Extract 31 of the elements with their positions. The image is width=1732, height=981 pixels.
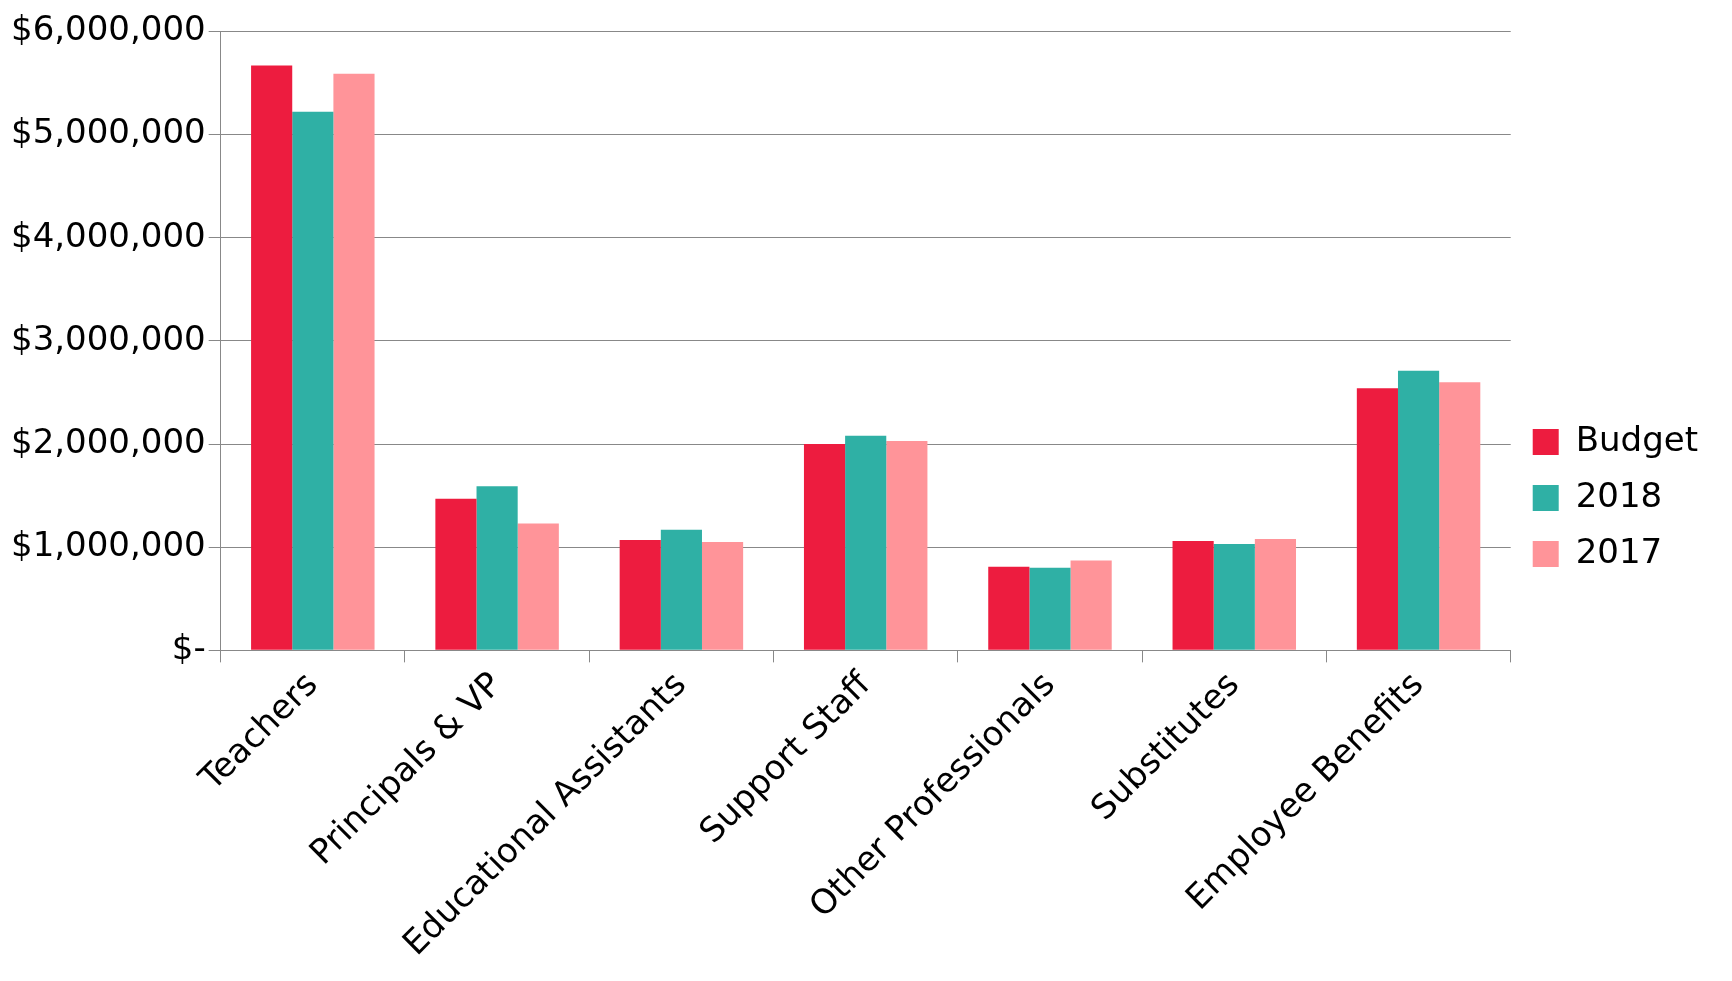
bar (1172, 541, 1214, 650)
y-tick-label: $- (171, 627, 206, 668)
bar (1397, 370, 1440, 650)
legend-label: Budget (1575, 418, 1699, 459)
bar (251, 65, 293, 650)
legend-label: 2017 (1575, 530, 1663, 571)
bar (701, 542, 744, 650)
legend-label: 2018 (1575, 474, 1663, 515)
y-tick-label: $5,000,000 (11, 111, 206, 152)
bar (886, 440, 928, 650)
bar (333, 73, 375, 650)
bar (1254, 538, 1297, 650)
y-tick-label: $3,000,000 (11, 317, 206, 358)
bar (845, 435, 887, 650)
bar (1029, 567, 1071, 650)
bar (619, 539, 661, 650)
bar (292, 111, 334, 650)
bar (517, 523, 559, 650)
bar (1439, 382, 1481, 650)
bar (988, 566, 1030, 650)
bar (1213, 544, 1255, 650)
bar (1356, 388, 1398, 650)
y-tick-label: $6,000,000 (11, 8, 206, 49)
bar (435, 498, 477, 650)
y-tick-label: $2,000,000 (11, 420, 206, 461)
y-tick-label: $1,000,000 (11, 524, 206, 565)
bar (803, 444, 846, 650)
bar (660, 529, 702, 650)
y-tick-label: $4,000,000 (11, 214, 206, 255)
bar (476, 486, 518, 650)
bar (1070, 560, 1112, 650)
